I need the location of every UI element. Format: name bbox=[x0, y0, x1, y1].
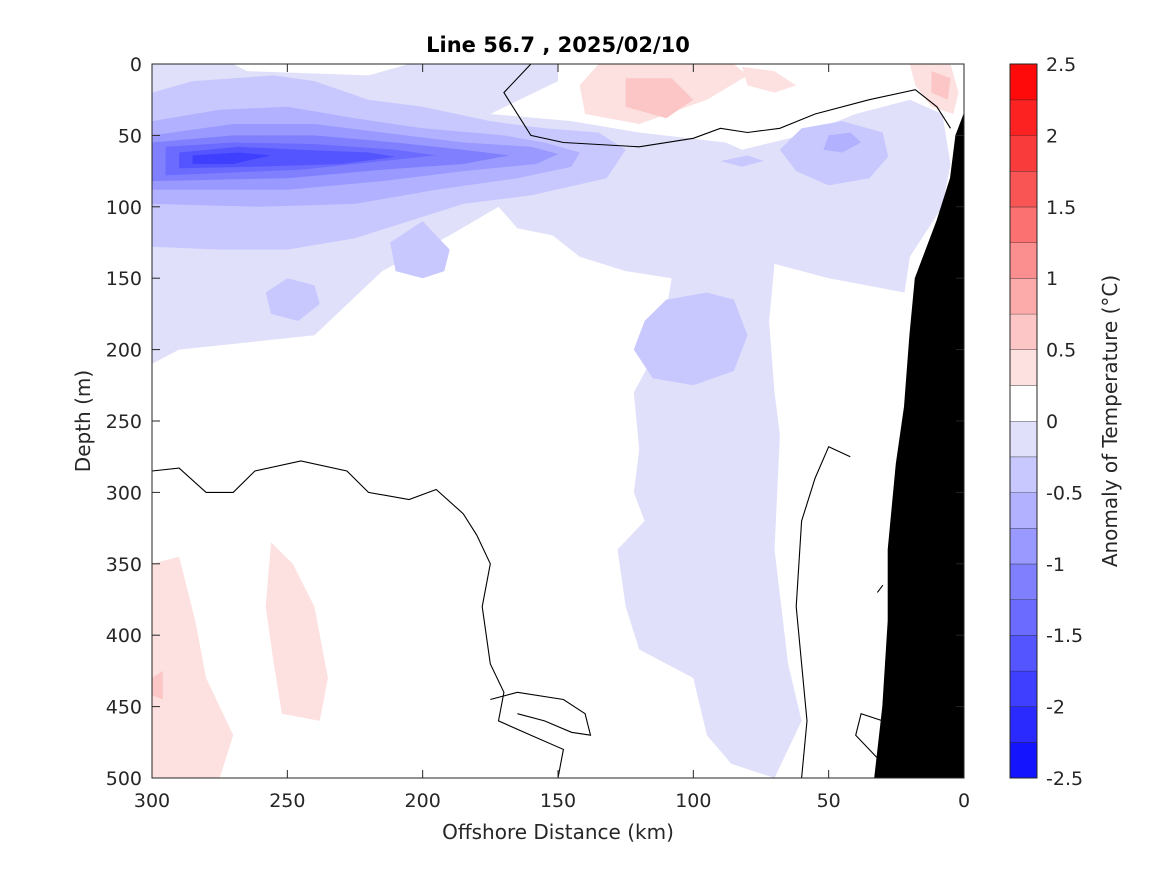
colorbar-tick-label: -2.5 bbox=[1046, 768, 1083, 790]
colorbar-tick-label: 2 bbox=[1046, 125, 1058, 147]
colorbar-tick-label: 1.5 bbox=[1046, 197, 1076, 219]
y-tick-label: 250 bbox=[106, 411, 142, 433]
colorbar-swatch bbox=[1010, 635, 1037, 671]
x-tick-label: 0 bbox=[958, 790, 970, 812]
zero-contour-line bbox=[503, 64, 951, 148]
colorbar-swatch bbox=[1010, 278, 1037, 314]
colorbar-tick-label: -2 bbox=[1046, 697, 1065, 719]
y-tick-label: 0 bbox=[130, 54, 142, 76]
y-tick-label: 400 bbox=[106, 625, 142, 647]
anomaly-region bbox=[779, 121, 889, 186]
y-tick-label: 50 bbox=[118, 125, 142, 147]
colorbar-label: Anomaly of Temperature (°C) bbox=[1098, 275, 1122, 567]
anomaly-region bbox=[152, 556, 234, 778]
x-tick-label: 300 bbox=[134, 790, 170, 812]
seafloor-bathymetry bbox=[874, 113, 964, 778]
colorbar-swatch bbox=[1010, 171, 1037, 207]
anomaly-region bbox=[931, 71, 951, 100]
anomaly-region bbox=[152, 64, 951, 778]
colorbar-swatch bbox=[1010, 349, 1037, 386]
y-tick-label: 100 bbox=[106, 197, 142, 219]
y-tick-label: 350 bbox=[106, 554, 142, 576]
axes: 300 250 200 150 100 50 00501001502002503003504… bbox=[106, 54, 970, 812]
x-tick-label: 200 bbox=[405, 790, 441, 812]
anomaly-region bbox=[192, 152, 272, 164]
colorbar-tick-label: 0.5 bbox=[1046, 340, 1076, 362]
colorbar-tick-label: -1 bbox=[1046, 554, 1065, 576]
y-tick-label: 450 bbox=[106, 697, 142, 719]
colorbar-swatch bbox=[1010, 64, 1037, 100]
colorbar-swatch bbox=[1010, 206, 1037, 243]
anomaly-region bbox=[390, 221, 450, 279]
anomaly-region bbox=[265, 542, 328, 721]
colorbar-swatch bbox=[1010, 421, 1037, 457]
y-tick-label: 200 bbox=[106, 340, 142, 362]
chart-title: Line 56.7 , 2025/02/10 bbox=[426, 33, 690, 57]
y-tick-label: 150 bbox=[106, 268, 142, 290]
x-tick-label: 50 bbox=[817, 790, 841, 812]
colorbar-swatch bbox=[1010, 706, 1037, 743]
y-tick-label: 300 bbox=[106, 482, 142, 504]
colorbar-swatch bbox=[1010, 385, 1037, 421]
colorbar-swatch bbox=[1010, 670, 1037, 707]
anomaly-region bbox=[720, 155, 764, 167]
colorbar-tick-label: 1 bbox=[1046, 268, 1058, 290]
x-axis-label: Offshore Distance (km) bbox=[442, 820, 674, 844]
colorbar-swatch bbox=[1010, 313, 1037, 350]
zero-contour-line bbox=[152, 460, 565, 778]
anomaly-region bbox=[823, 132, 862, 153]
plot-area bbox=[152, 64, 964, 778]
colorbar-tick-label: 0 bbox=[1046, 411, 1058, 433]
colorbar-tick-label: -1.5 bbox=[1046, 625, 1083, 647]
zero-contour-line bbox=[855, 712, 884, 765]
anomaly-region bbox=[633, 292, 748, 386]
colorbar-frame bbox=[1009, 63, 1038, 779]
colorbar-swatch bbox=[1010, 528, 1037, 564]
zero-contour-line bbox=[490, 691, 592, 736]
colorbar-tick-label: -0.5 bbox=[1046, 482, 1083, 504]
zero-contour-line bbox=[876, 584, 884, 593]
colorbar-swatch bbox=[1010, 599, 1037, 636]
colorbar: 2.5 2 1.5 1 0.5 0 -0.5 -1 -1.5 -2 -2.5 bbox=[1009, 54, 1083, 790]
x-tick-label: 100 bbox=[675, 790, 711, 812]
colorbar-swatch bbox=[1010, 135, 1037, 172]
colorbar-swatch bbox=[1010, 99, 1037, 136]
colorbar-swatch bbox=[1010, 242, 1037, 279]
x-tick-label: 150 bbox=[540, 790, 576, 812]
colorbar-swatch bbox=[1010, 742, 1037, 778]
x-tick-label: 250 bbox=[269, 790, 305, 812]
colorbar-swatch bbox=[1010, 563, 1037, 600]
anomaly-region bbox=[152, 670, 163, 700]
colorbar-swatch bbox=[1010, 456, 1037, 493]
anomaly-region bbox=[265, 278, 320, 321]
zero-contour-line bbox=[795, 445, 851, 778]
y-axis-label: Depth (m) bbox=[71, 370, 95, 472]
colorbar-swatch bbox=[1010, 492, 1037, 529]
anomaly-region bbox=[742, 66, 797, 93]
y-tick-label: 500 bbox=[106, 768, 142, 790]
anomaly-region bbox=[625, 78, 694, 119]
colorbar-tick-label: 2.5 bbox=[1046, 54, 1076, 76]
